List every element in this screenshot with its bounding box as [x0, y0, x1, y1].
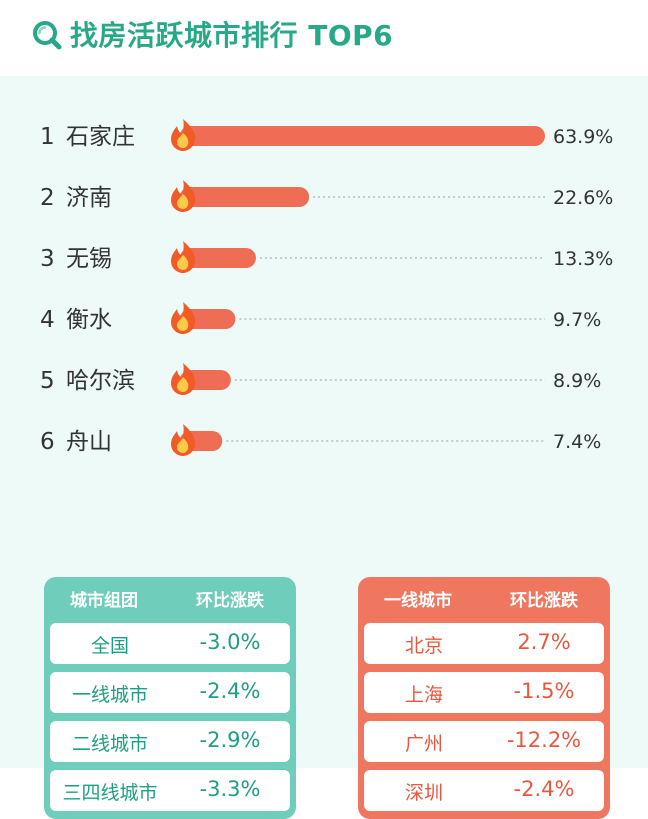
page-title: 找房活跃城市排行 TOP6 [70, 19, 394, 52]
table-row: 北京 2.7% [364, 623, 604, 664]
column-header-change: 环比涨跌 [196, 591, 264, 611]
bar-row: 2 济南 22.6% [40, 180, 613, 212]
group-name: 全国 [90, 635, 129, 657]
table-row: 一线城市 -2.4% [50, 672, 290, 713]
city-name: 深圳 [404, 782, 443, 804]
category-label: 衡水 [66, 307, 112, 333]
bar-row: 1 石家庄 63.9% [40, 119, 613, 151]
category-label: 济南 [66, 185, 112, 211]
value-label: 9.7% [553, 309, 601, 331]
rank-label: 4 [40, 307, 55, 333]
change-value: -2.4% [199, 679, 261, 703]
table-header: 城市组团 环比涨跌 [44, 577, 296, 619]
table-header: 一线城市 环比涨跌 [358, 577, 610, 619]
fire-icon-core [177, 438, 189, 453]
city-name: 广州 [404, 733, 443, 755]
bar [180, 126, 545, 146]
rank-label: 2 [40, 185, 55, 211]
category-label: 哈尔滨 [66, 368, 135, 394]
group-name: 三四线城市 [62, 782, 158, 804]
value-label: 7.4% [553, 431, 601, 453]
bar-chart: 1 石家庄 63.9% 2 济南 22.6% 3 无锡 13.3% 4 衡水 9.7% 5 哈尔滨 8.9%… [40, 119, 613, 456]
fire-icon-core [177, 133, 189, 148]
fire-icon-core [177, 255, 189, 270]
value-label: 13.3% [553, 248, 613, 270]
table-row: 上海 -1.5% [364, 672, 604, 713]
value-label: 63.9% [553, 126, 613, 148]
rank-label: 1 [40, 124, 55, 150]
change-value: -12.2% [506, 728, 582, 752]
column-header-group: 城市组团 [70, 591, 138, 611]
tier1-city-table: 一线城市 环比涨跌 北京 2.7% 上海 -1.5% 广州 -12.2% 深圳 … [358, 577, 610, 819]
bar-row: 6 舟山 7.4% [40, 424, 601, 456]
bar-row: 4 衡水 9.7% [40, 302, 601, 334]
change-value: -3.3% [199, 777, 261, 801]
change-value: -2.9% [199, 728, 261, 752]
change-value: -3.0% [199, 630, 261, 654]
group-name: 一线城市 [71, 684, 148, 706]
change-value: 2.7% [517, 630, 571, 654]
header: 找房活跃城市排行 TOP6 [0, 0, 648, 76]
search-icon [33, 21, 62, 50]
bar-row: 5 哈尔滨 8.9% [40, 363, 601, 395]
city-name: 北京 [404, 635, 443, 657]
category-label: 无锡 [66, 246, 112, 272]
category-label: 石家庄 [66, 124, 135, 150]
content-panel: 1 石家庄 63.9% 2 济南 22.6% 3 无锡 13.3% 4 衡水 9.7% 5 哈尔滨 8.9%… [0, 76, 648, 819]
category-label: 舟山 [66, 429, 112, 455]
fire-icon-core [177, 377, 189, 392]
column-header-change: 环比涨跌 [510, 591, 578, 611]
table-row: 三四线城市 -3.3% [50, 770, 290, 811]
change-value: -2.4% [513, 777, 575, 801]
bar [180, 248, 256, 268]
table-row: 广州 -12.2% [364, 721, 604, 762]
group-name: 二线城市 [71, 733, 148, 755]
city-name: 上海 [404, 684, 443, 706]
rank-label: 6 [40, 429, 55, 455]
column-header-city: 一线城市 [384, 591, 452, 611]
table-row: 深圳 -2.4% [364, 770, 604, 811]
bar [180, 187, 310, 207]
rank-label: 3 [40, 246, 55, 272]
table-row: 全国 -3.0% [50, 623, 290, 664]
fire-icon-core [177, 194, 189, 209]
city-group-table: 城市组团 环比涨跌 全国 -3.0% 一线城市 -2.4% 二线城市 -2.9%… [44, 577, 296, 819]
fire-icon-core [177, 316, 189, 331]
value-label: 8.9% [553, 370, 601, 392]
change-value: -1.5% [513, 679, 575, 703]
rank-label: 5 [40, 368, 55, 394]
table-row: 二线城市 -2.9% [50, 721, 290, 762]
bar-row: 3 无锡 13.3% [40, 241, 613, 273]
value-label: 22.6% [553, 187, 613, 209]
